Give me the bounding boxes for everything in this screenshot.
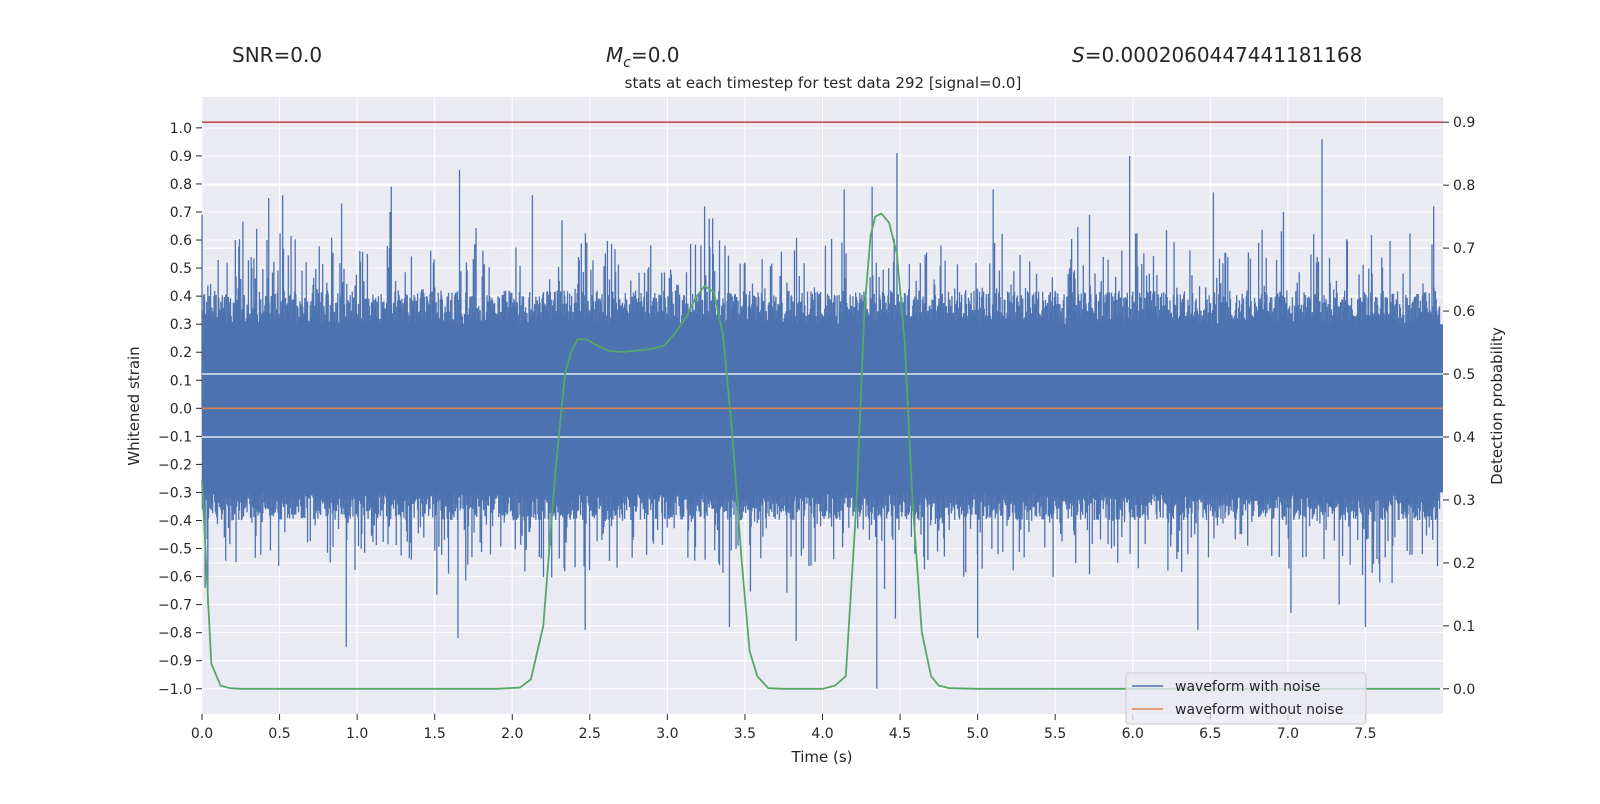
x-tick-label: 1.5 — [424, 726, 446, 742]
x-tick-label: 6.0 — [1122, 726, 1144, 742]
y-tick-label-right: 0.4 — [1453, 430, 1475, 446]
x-tick-label: 5.0 — [966, 726, 988, 742]
chirp-mass-value: =0.0 — [631, 43, 680, 67]
x-tick-label: 7.5 — [1354, 726, 1376, 742]
x-tick-label: 3.0 — [656, 726, 678, 742]
y-tick-label-left: −0.4 — [158, 513, 192, 529]
x-tick-label: 2.5 — [579, 726, 601, 742]
y-axis-label-right: Detection probability — [1488, 327, 1506, 485]
y-tick-label-left: 0.8 — [170, 177, 192, 193]
x-tick-label: 7.0 — [1277, 726, 1299, 742]
s-stat-value: =0.0002060447441181168 — [1085, 43, 1363, 67]
y-tick-label-right: 0.9 — [1453, 115, 1475, 131]
x-tick-label: 4.5 — [889, 726, 911, 742]
x-axis: 0.0 0.5 1.0 1.5 2.0 2.5 3.0 3.5 4.0 4.5 5.0 5.5 6.0 6… — [191, 714, 1377, 742]
s-stat-text: S=0.0002060447441181168 — [1072, 43, 1362, 67]
y-tick-label-right: 0.7 — [1453, 241, 1475, 257]
legend-box — [1125, 672, 1367, 725]
y-axis-label-left: Whitened strain — [125, 346, 143, 465]
y-tick-label-right: 0.3 — [1453, 493, 1475, 509]
x-tick-label: 6.5 — [1199, 726, 1221, 742]
snr-text: SNR=0.0 — [232, 43, 322, 67]
y-tick-label-left: −0.1 — [158, 429, 192, 445]
x-axis-label: Time (s) — [791, 748, 853, 766]
legend: waveform with noise waveform without noi… — [1125, 672, 1367, 725]
y-tick-label-left: 0.5 — [170, 261, 192, 277]
y-tick-label-right: 0.2 — [1453, 556, 1475, 572]
x-tick-label: 4.0 — [811, 726, 833, 742]
chirp-mass-subscript: c — [623, 55, 631, 71]
chirp-mass-symbol: M — [606, 43, 623, 67]
legend-label-noisy: waveform with noise — [1175, 679, 1320, 695]
x-tick-label: 5.5 — [1044, 726, 1066, 742]
detection-probability-plot — [201, 212, 1440, 690]
y-tick-label-left: −0.7 — [158, 598, 192, 614]
y-tick-label-left: −0.3 — [158, 485, 192, 501]
noisy-waveform-line — [201, 139, 1441, 689]
x-tick-label: 0.5 — [268, 726, 290, 742]
right-axis: 0.9 0.8 0.7 0.6 0.5 0.4 0.3 0.2 0.1 0.0 — [1443, 115, 1475, 698]
y-tick-label-right: 0.6 — [1453, 304, 1475, 320]
y-tick-label-left: 0.9 — [170, 149, 192, 165]
y-tick-label-left: −1.0 — [158, 682, 192, 698]
x-tick-label: 0.0 — [191, 726, 213, 742]
y-tick-label-right: 0.5 — [1453, 367, 1475, 383]
detection-probability-line — [201, 212, 1440, 690]
chirp-mass-text: Mc=0.0 — [606, 43, 680, 71]
y-tick-label-left: 0.2 — [170, 345, 192, 361]
y-tick-label-left: −0.8 — [158, 626, 192, 642]
y-tick-label-left: −0.9 — [158, 654, 192, 670]
y-tick-label-left: 0.4 — [170, 289, 192, 305]
left-axis: 1.0 0.9 0.8 0.7 0.6 0.5 0.4 0.3 0.2 0.1 0.0 −0.1 −0.… — [158, 121, 202, 698]
x-tick-label: 2.0 — [501, 726, 523, 742]
s-stat-symbol: S — [1072, 43, 1085, 67]
y-tick-label-left: −0.2 — [158, 457, 192, 473]
y-tick-label-left: −0.5 — [158, 542, 192, 558]
legend-label-clean: waveform without noise — [1175, 702, 1343, 718]
y-tick-label-right: 0.0 — [1453, 682, 1475, 698]
y-tick-label-left: 1.0 — [170, 121, 192, 137]
y-tick-label-right: 0.8 — [1453, 178, 1475, 194]
y-tick-label-left: 0.1 — [170, 373, 192, 389]
y-tick-label-left: 0.0 — [170, 401, 192, 417]
chart-title: stats at each timestep for test data 292… — [625, 74, 1022, 92]
y-tick-label-left: 0.6 — [170, 233, 192, 249]
y-tick-label-right: 0.1 — [1453, 619, 1475, 635]
y-tick-label-left: 0.7 — [170, 205, 192, 221]
y-tick-label-left: −0.6 — [158, 570, 192, 586]
x-tick-label: 1.0 — [346, 726, 368, 742]
y-tick-label-left: 0.3 — [170, 317, 192, 333]
x-tick-label: 3.5 — [734, 726, 756, 742]
